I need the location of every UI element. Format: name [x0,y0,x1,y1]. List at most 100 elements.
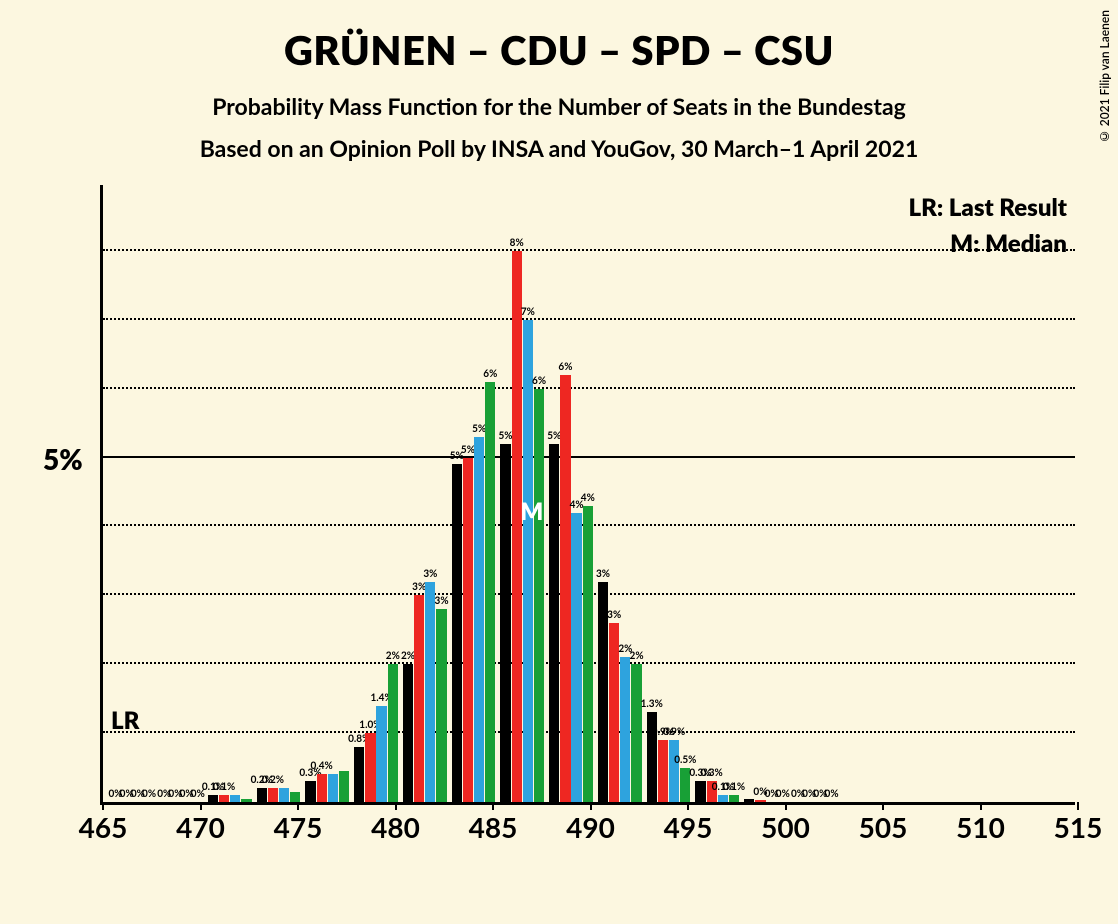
bar [669,740,679,802]
chart-subtitle-1: Probability Mass Function for the Number… [0,92,1118,120]
bar-label: 3% [435,595,449,607]
x-axis-label: 470 [176,810,225,844]
bar-label: 0% [825,788,839,800]
bar-label: 2% [386,650,400,662]
bar-label: 2% [401,650,415,662]
bar-label: 5% [498,430,512,442]
bar-label: 5% [472,423,486,435]
x-tick [980,802,982,810]
bar [268,788,278,802]
page: © 2021 Filip van Laenen GRÜNEN – CDU – S… [0,0,1118,924]
x-tick [297,802,299,810]
bar-label: 4% [581,492,595,504]
bar [452,464,462,802]
bar-label: 6% [483,368,497,380]
bar [485,382,495,802]
bar [729,795,739,802]
bar-label: 3% [607,609,621,621]
bar-label: 0.4% [311,760,333,772]
x-tick [687,802,689,810]
bar-label: 6% [532,375,546,387]
bar [241,799,251,802]
x-axis-label: 475 [274,810,323,844]
bar [388,664,398,802]
bar [620,657,630,802]
bar [718,795,728,802]
bar-label: 2% [630,650,644,662]
x-axis-label: 485 [469,810,518,844]
chart-title: GRÜNEN – CDU – SPD – CSU [0,26,1118,74]
bar [339,771,349,802]
bar [208,795,218,802]
bar [317,774,327,802]
bar [571,513,581,802]
x-axis-label: 465 [79,810,128,844]
x-tick [492,802,494,810]
bar [376,706,386,802]
x-tick [590,802,592,810]
bar [549,444,559,802]
titles: GRÜNEN – CDU – SPD – CSU Probability Mas… [0,0,1118,162]
bar-label: 5% [461,444,475,456]
copyright-text: © 2021 Filip van Laenen [1097,10,1112,144]
marker-last-result: LR [111,706,139,735]
bar-label: 0% [776,788,790,800]
bar-label: 0.2% [262,774,284,786]
bar [560,375,570,802]
bar [463,458,473,802]
x-axis-label: 490 [566,810,615,844]
x-tick [102,802,104,810]
x-tick [882,802,884,810]
grid-major-line [103,456,1075,458]
bar [744,799,754,802]
x-axis-label: 500 [761,810,810,844]
bar-label: 0% [142,788,156,800]
bar [257,788,267,802]
bar-label: 8% [510,237,524,249]
bar [354,747,364,802]
bar-label: 0.3% [701,767,723,779]
x-axis-label: 480 [371,810,420,844]
bar-label: 3% [412,581,426,593]
bar [755,800,765,802]
bar [365,733,375,802]
y-axis-label: 5% [43,442,83,476]
bar-label: 0.1% [213,781,235,793]
bar [695,781,705,802]
bar [534,389,544,802]
bar-label: 0.9% [663,726,685,738]
bar-label: 1.3% [641,698,663,710]
bar-label: 3% [596,568,610,580]
chart-area: LR: Last Result M: Median 5%465470475480… [100,185,1075,805]
legend-median: M: Median [950,229,1067,258]
bar [219,795,229,802]
x-tick [1077,802,1079,810]
chart-subtitle-2: Based on an Opinion Poll by INSA and You… [0,134,1118,162]
x-axis-label: 495 [664,810,713,844]
bar-label: 0.1% [723,781,745,793]
bar [631,664,641,802]
x-tick [395,802,397,810]
x-axis-label: 505 [859,810,908,844]
legend-last-result: LR: Last Result [909,193,1067,222]
bar [500,444,510,802]
bar [230,795,240,802]
x-tick [200,802,202,810]
x-tick [785,802,787,810]
bar [279,788,289,802]
x-axis-label: 515 [1054,810,1103,844]
marker-median: M [520,497,543,526]
bar [403,664,413,802]
bar-label: 0.5% [674,754,696,766]
bar [414,595,424,802]
grid-minor-line [103,318,1075,320]
bar-label: 7% [521,306,535,318]
bar [583,506,593,802]
bar [305,781,315,802]
bar [328,774,338,802]
bar-label: 3% [423,568,437,580]
bar [425,582,435,802]
bar [474,437,484,802]
bar [436,609,446,802]
grid-minor-line [103,387,1075,389]
